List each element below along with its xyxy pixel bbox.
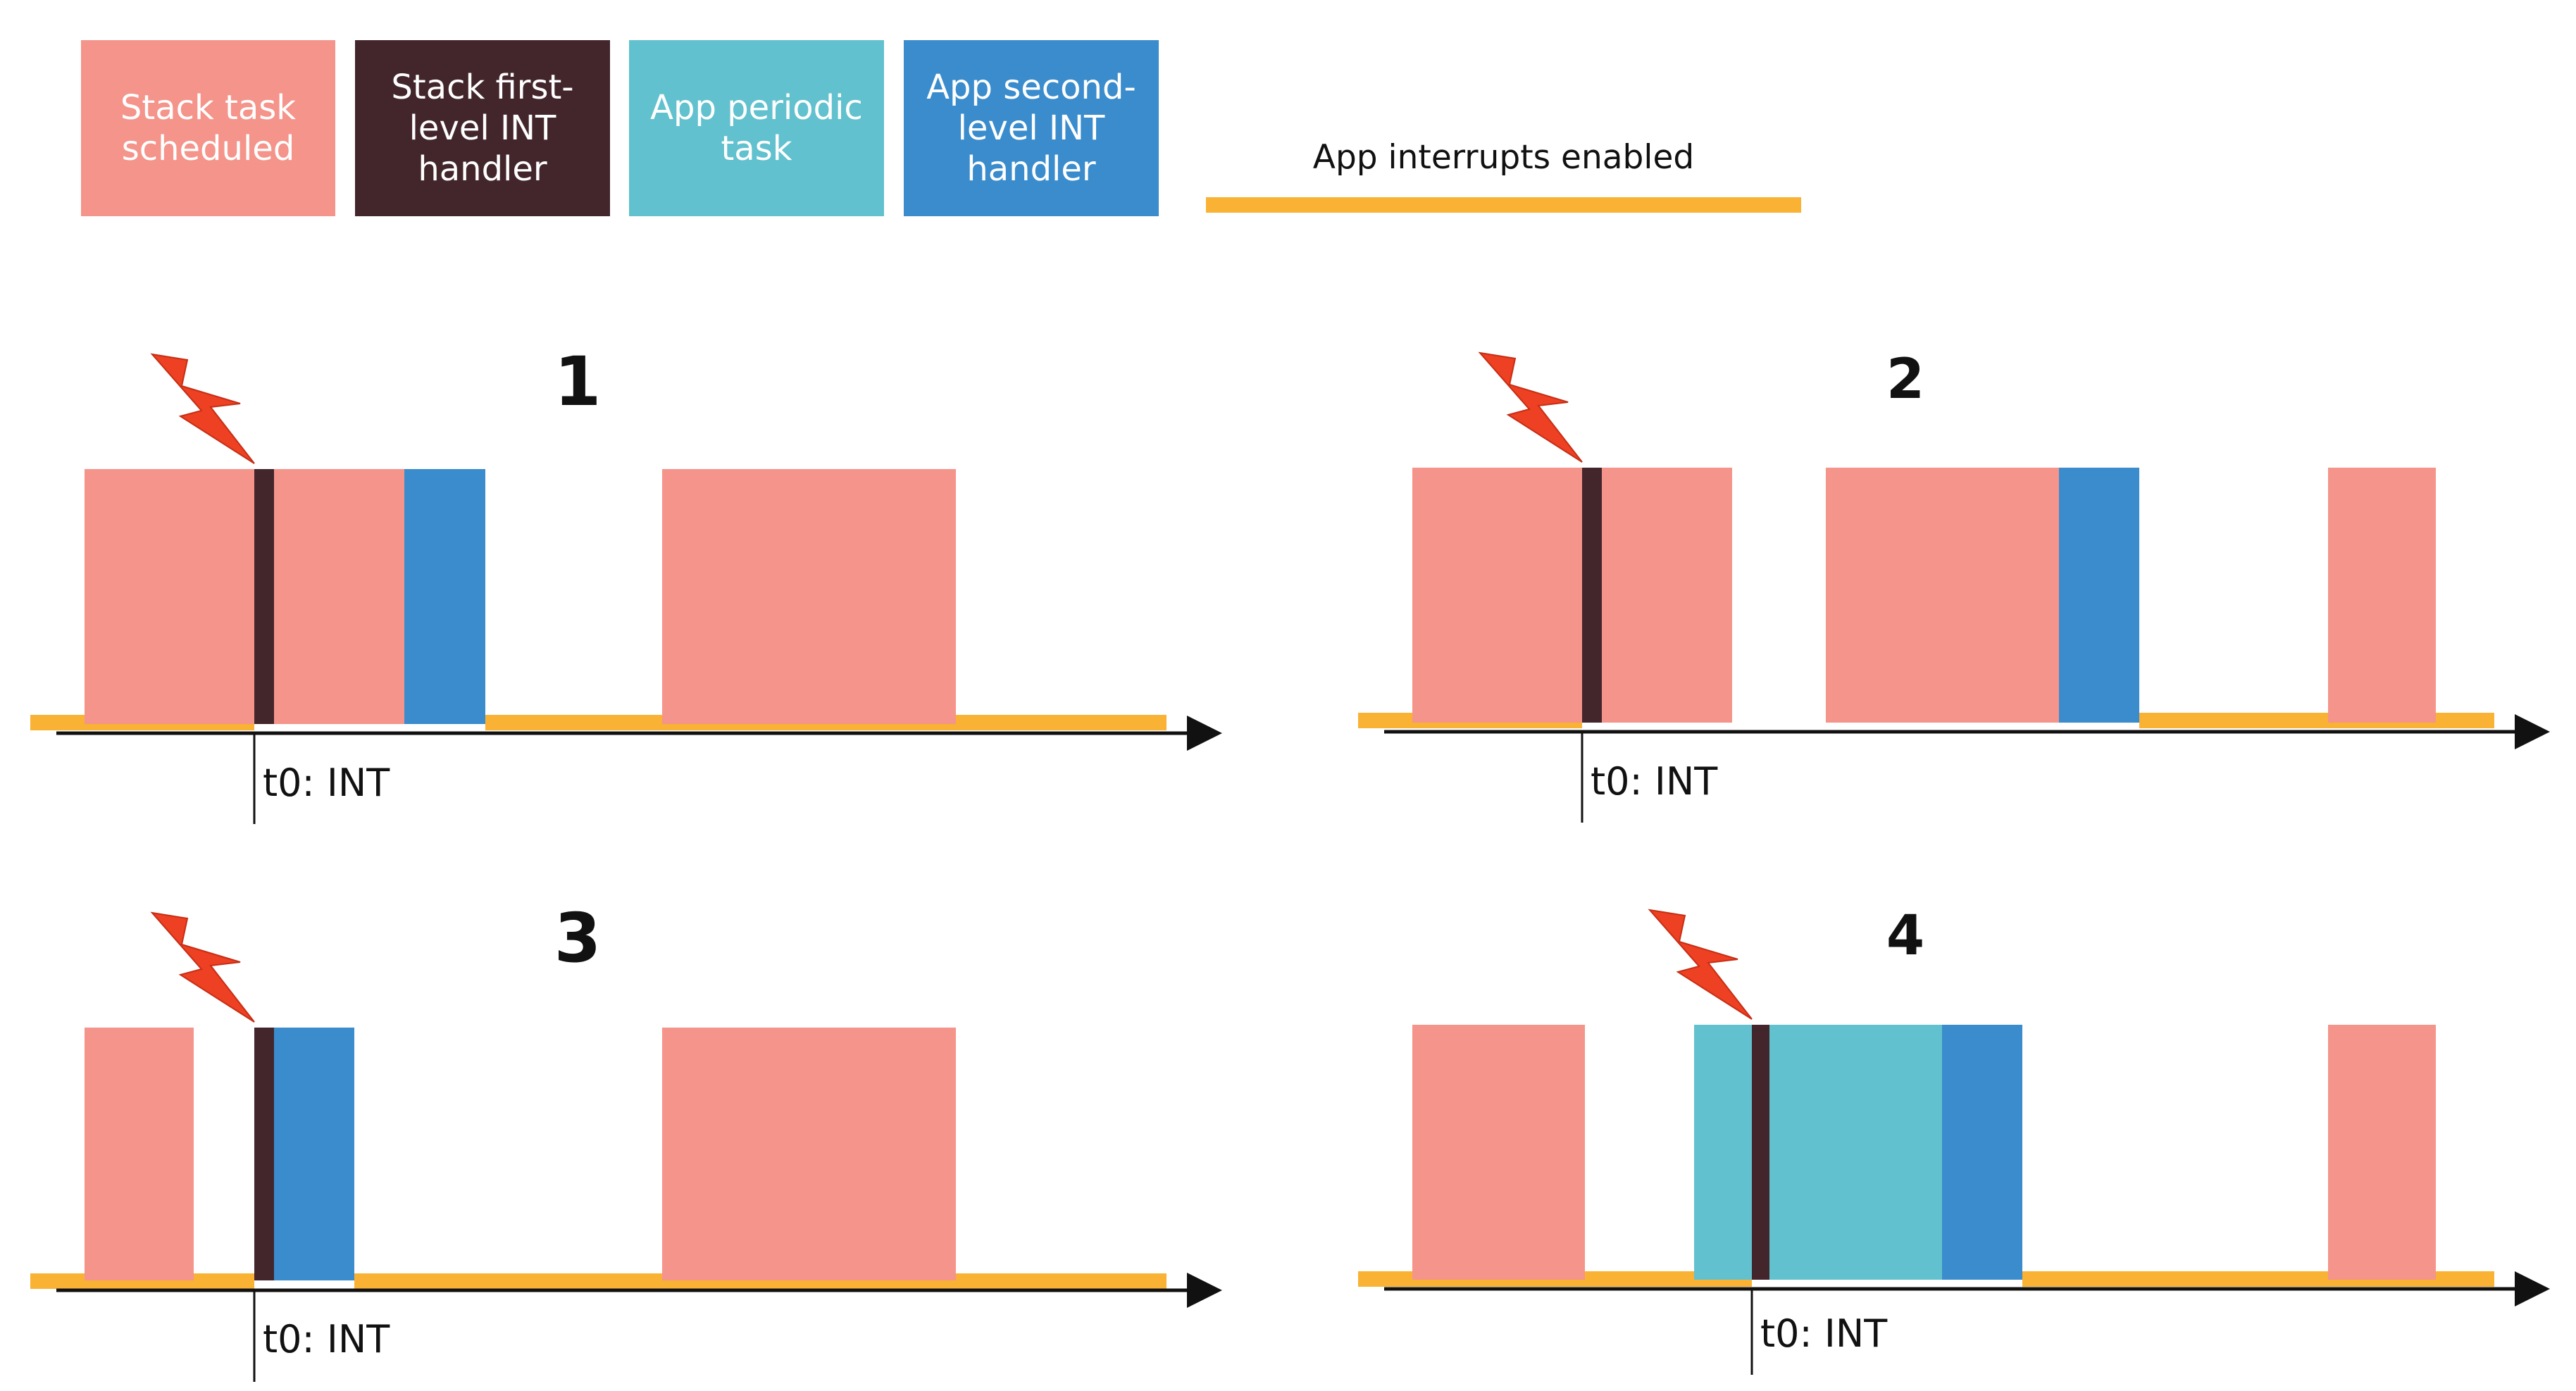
legend-interrupts-enabled-label: App interrupts enabled [1312, 138, 1695, 177]
stack-int-block [1752, 1025, 1769, 1280]
stack-task-block [85, 1028, 194, 1280]
stack-task-block [1412, 468, 1582, 723]
lightning-bolt-icon [150, 353, 255, 464]
app-int-block [404, 469, 485, 724]
stack-int-block [254, 1028, 274, 1280]
interrupts-enabled-segment [2139, 713, 2494, 728]
legend-app-periodic-label: App periodic task [650, 88, 863, 168]
panel-number: 2 [1886, 348, 1924, 411]
lightning-bolt-icon [1648, 909, 1753, 1020]
panel-3: t0: INT 3 [30, 899, 1222, 1382]
t0-label: t0: INT [1760, 1311, 1888, 1356]
panel-1: t0: INT 1 [30, 342, 1222, 824]
app-int-block [2059, 468, 2139, 723]
stack-task-block [1602, 468, 1732, 723]
app-int-block [274, 1028, 354, 1280]
legend-stack-task-label: Stack task scheduled [120, 88, 297, 168]
legend-app-periodic: App periodic task [629, 40, 884, 216]
interrupts-enabled-segment [354, 1273, 1166, 1289]
app-periodic-block [1769, 1025, 1942, 1280]
legend-stack-task: Stack task scheduled [81, 40, 335, 216]
t0-label: t0: INT [263, 761, 390, 805]
legend-app-int: App second- level INT handler [904, 40, 1159, 216]
stack-task-block [274, 469, 404, 724]
stack-task-block [2328, 468, 2436, 723]
t0-label: t0: INT [1591, 759, 1718, 804]
panel-4: t0: INT 4 [1358, 904, 2550, 1375]
stack-task-block [1412, 1025, 1585, 1280]
stack-task-block [662, 1028, 956, 1280]
stack-task-block [85, 469, 254, 724]
panel-number: 1 [554, 342, 602, 421]
stack-task-block [662, 469, 956, 724]
legend-stack-int: Stack first- level INT handler [355, 40, 610, 216]
panel-number: 4 [1886, 904, 1924, 968]
app-int-block [1942, 1025, 2022, 1280]
stack-task-block [1826, 468, 2059, 723]
stack-int-block [254, 469, 274, 724]
legend-app-int-label: App second- level INT handler [926, 68, 1136, 189]
app-periodic-block [1694, 1025, 1752, 1280]
t0-label: t0: INT [263, 1317, 390, 1361]
legend-stack-int-label: Stack first- level INT handler [391, 68, 574, 189]
stack-task-block [2328, 1025, 2436, 1280]
lightning-bolt-icon [1478, 351, 1583, 463]
panel-number: 3 [554, 899, 602, 978]
panel-2: t0: INT 2 [1358, 348, 2550, 823]
stack-int-block [1582, 468, 1602, 723]
lightning-bolt-icon [150, 911, 255, 1023]
legend-interrupts-enabled-line [1206, 197, 1801, 213]
